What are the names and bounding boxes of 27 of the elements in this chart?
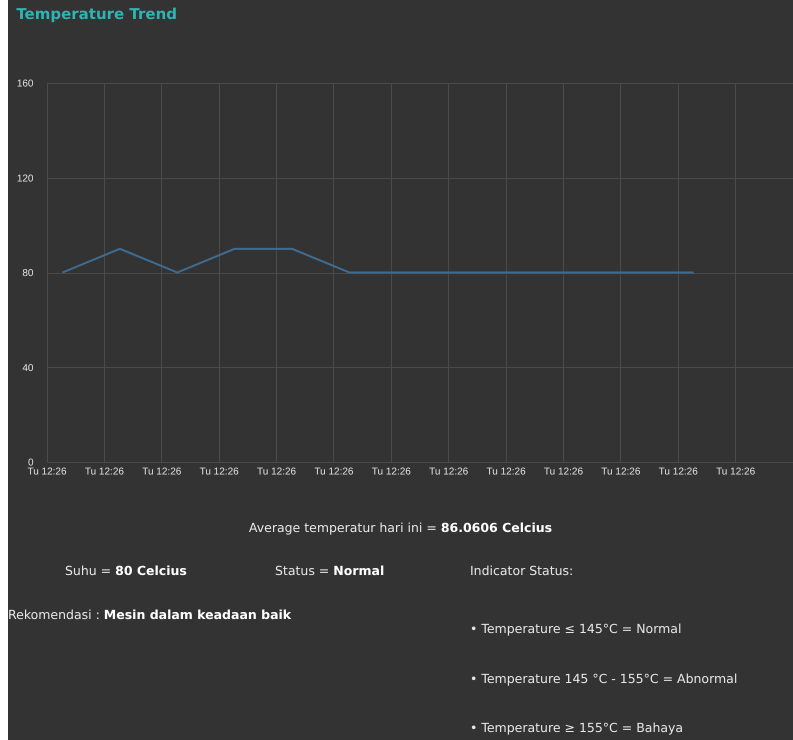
y-tick-label: 120 [16, 173, 34, 184]
x-tick-label: Tu 12:26 [200, 466, 240, 478]
x-tick-label: Tu 12:26 [601, 466, 641, 478]
text: Indicator Status: [470, 563, 574, 578]
y-tick-label: 160 [16, 78, 34, 90]
x-tick-label: Tu 12:26 [27, 466, 67, 478]
text: Suhu = 80 Celcius [65, 563, 187, 578]
x-tick-label: Tu 12:26 [658, 466, 698, 478]
x-tick-label: Tu 12:26 [142, 466, 182, 478]
x-tick-label: Tu 12:26 [372, 466, 412, 478]
x-tick-label: Tu 12:26 [256, 466, 297, 478]
text: Average temperatur hari ini = 86.0606 Celcius [248, 520, 554, 535]
x-tick-label: Tu 12:26 [429, 466, 469, 478]
text: • Temperature ≥ 155°C = Bahaya [470, 720, 684, 735]
y-tick-label: 80 [22, 268, 34, 279]
x-tick-label: Tu 12:26 [716, 466, 756, 478]
x-tick-label: Tu 12:26 [486, 466, 526, 478]
x-tick-label: Tu 12:26 [314, 466, 354, 478]
text: Rekomendasi : Mesin dalam keadaan baik [8, 607, 292, 622]
y-tick-label: 40 [22, 362, 34, 374]
x-tick-label: Tu 12:26 [84, 466, 124, 478]
text: Status = Normal [275, 563, 384, 578]
y-tick-label: 0 [28, 458, 34, 468]
chart-title: Temperature Trend [16, 5, 178, 23]
x-tick-label: Tu 12:26 [544, 466, 584, 478]
text: • Temperature ≤ 145°C = Normal [470, 621, 682, 636]
text: • Temperature 145 °C - 155°C = Abnormal [470, 671, 738, 686]
